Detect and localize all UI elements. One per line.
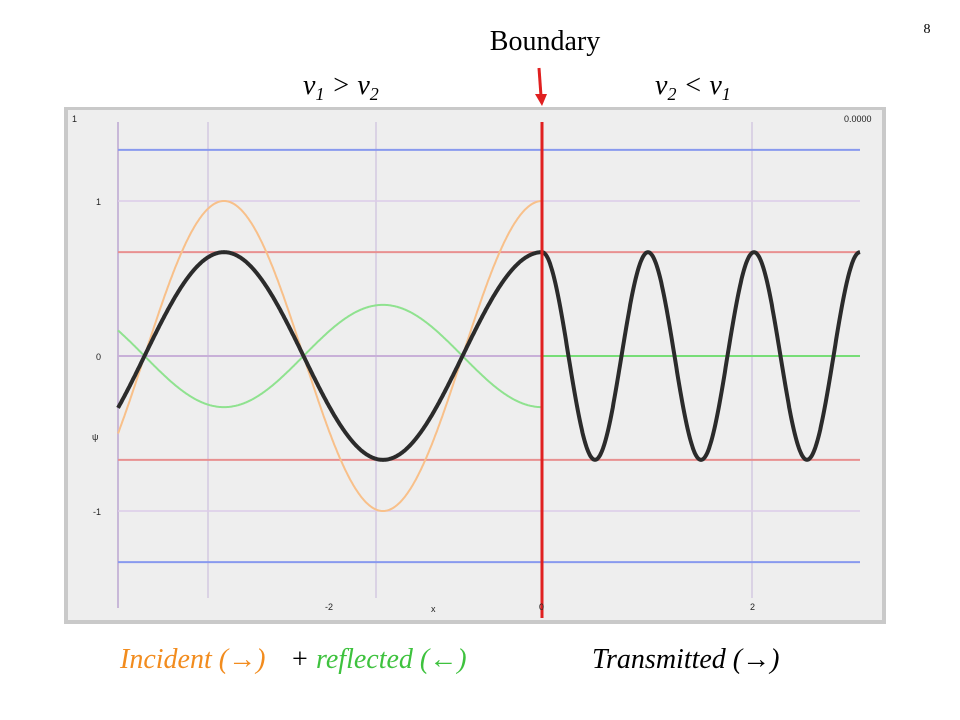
y-tick-0: 0	[96, 352, 101, 362]
wave-series-2	[116, 250, 543, 462]
velocity-relation-left: v1 > v2	[303, 70, 379, 104]
caption-plus: +	[292, 644, 308, 675]
wave-series-0	[117, 200, 542, 512]
caption-incident: Incident (→)	[120, 644, 266, 675]
boundary-arrow-head	[535, 94, 547, 106]
y-tick-1: 1	[96, 197, 101, 207]
caption-transmitted: Transmitted (→)	[592, 644, 780, 675]
wave-curves	[116, 200, 862, 512]
plot-corner-left: 1	[72, 114, 77, 124]
plot-area	[68, 110, 882, 620]
velocity-relation-right: v2 < v1	[655, 70, 731, 104]
wave-series-3	[540, 250, 862, 462]
x-tick-0: 0	[539, 602, 544, 612]
y-tick-neg1: -1	[93, 507, 101, 517]
y-axis-label: ψ	[92, 432, 98, 442]
plot-corner-right: 0.0000	[844, 114, 872, 124]
x-axis-label: x	[431, 604, 436, 614]
wave-series-1	[117, 303, 542, 409]
x-tick-2: 2	[750, 602, 755, 612]
boundary-label: Boundary	[489, 26, 601, 57]
caption-reflected: reflected (←)	[316, 644, 467, 675]
x-tick-neg2: -2	[325, 602, 333, 612]
slide-number: 8	[923, 22, 931, 37]
guide-lines	[118, 148, 860, 564]
boundary-arrow-shaft	[537, 67, 543, 97]
